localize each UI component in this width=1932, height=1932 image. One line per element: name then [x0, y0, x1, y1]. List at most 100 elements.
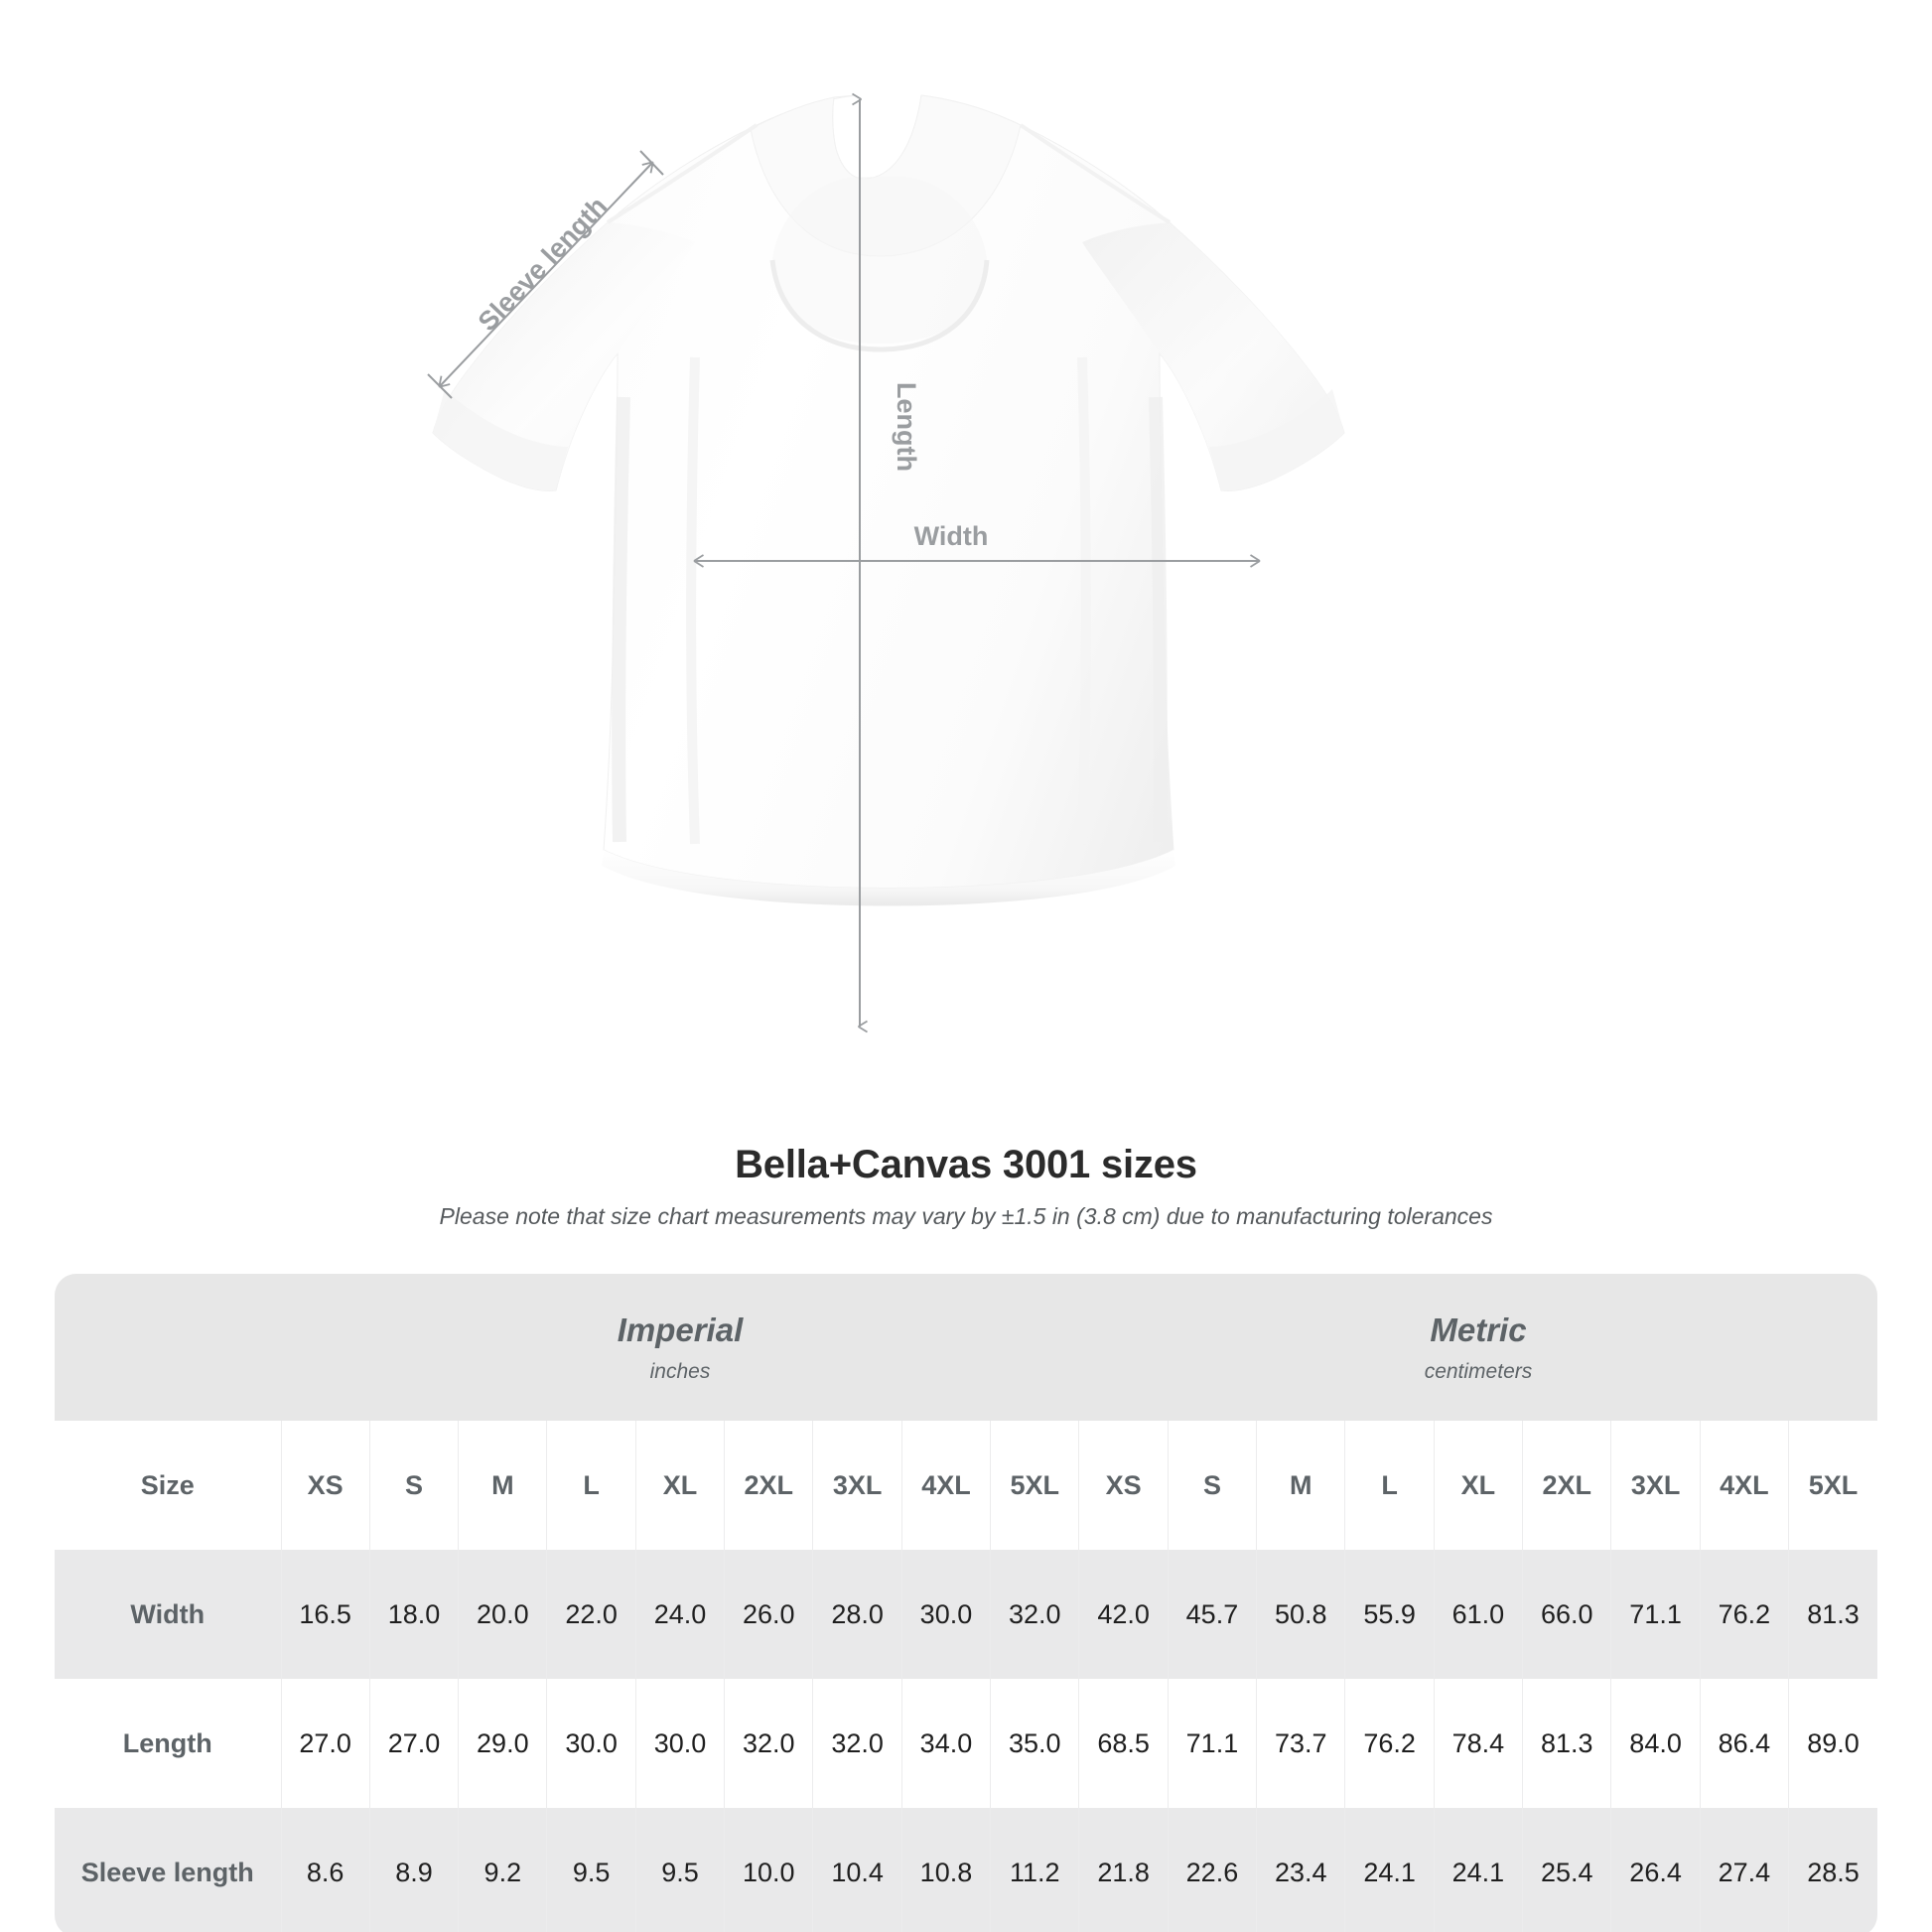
size-col-imperial-2xl: 2XL [724, 1421, 813, 1550]
cell-width-metric-3xl: 71.1 [1610, 1550, 1701, 1679]
cell-sleeve-imperial-m: 9.2 [458, 1808, 547, 1932]
cell-length-metric-4xl: 86.4 [1699, 1679, 1789, 1808]
cell-length-metric-xl: 78.4 [1433, 1679, 1523, 1808]
unit-sub-metric: centimeters [1424, 1359, 1533, 1383]
table-row: Length 27.0 27.0 29.0 30.0 30.0 32.0 32.… [55, 1679, 1877, 1808]
cell-length-imperial-xs: 27.0 [280, 1679, 370, 1808]
unit-name-metric: Metric [1430, 1311, 1527, 1349]
cell-width-metric-2xl: 66.0 [1522, 1550, 1611, 1679]
right-sleeve-hem [1209, 389, 1344, 491]
cell-sleeve-metric-4xl: 27.4 [1699, 1808, 1789, 1932]
cell-length-imperial-2xl: 32.0 [724, 1679, 813, 1808]
cell-width-metric-5xl: 81.3 [1788, 1550, 1877, 1679]
size-col-metric-xl: XL [1433, 1421, 1523, 1550]
cell-length-metric-l: 76.2 [1344, 1679, 1435, 1808]
size-col-imperial-l: L [546, 1421, 636, 1550]
unit-header-row: Imperial inches Metric centimeters [55, 1274, 1877, 1421]
cell-sleeve-metric-m: 23.4 [1256, 1808, 1345, 1932]
size-col-imperial-m: M [458, 1421, 547, 1550]
unit-name-imperial: Imperial [617, 1311, 744, 1349]
sleeve-length-arrow [438, 161, 654, 388]
size-col-imperial-s: S [368, 1421, 459, 1550]
unit-header-spacer [55, 1274, 281, 1421]
cell-length-imperial-4xl: 34.0 [900, 1679, 991, 1808]
size-col-imperial-xs: XS [280, 1421, 370, 1550]
cell-sleeve-metric-2xl: 25.4 [1522, 1808, 1611, 1932]
cell-sleeve-metric-s: 22.6 [1167, 1808, 1257, 1932]
page-subtitle: Please note that size chart measurements… [439, 1203, 1493, 1229]
size-col-metric-2xl: 2XL [1522, 1421, 1611, 1550]
cell-length-metric-3xl: 84.0 [1610, 1679, 1701, 1808]
row-label-sleeve-length: Sleeve length [55, 1808, 281, 1932]
cell-width-imperial-xs: 16.5 [280, 1550, 370, 1679]
cell-sleeve-imperial-4xl: 10.8 [900, 1808, 991, 1932]
cell-width-imperial-5xl: 32.0 [990, 1550, 1079, 1679]
cell-width-metric-xl: 61.0 [1433, 1550, 1523, 1679]
neck-opening [771, 177, 988, 344]
cell-length-metric-s: 71.1 [1167, 1679, 1257, 1808]
width-label: Width [914, 521, 989, 551]
cell-sleeve-imperial-5xl: 11.2 [990, 1808, 1079, 1932]
row-label-width: Width [55, 1550, 281, 1679]
chart-heading: Bella+Canvas 3001 sizes Please note that… [0, 1140, 1932, 1232]
cell-sleeve-metric-3xl: 26.4 [1610, 1808, 1701, 1932]
size-col-imperial-xl: XL [634, 1421, 725, 1550]
cell-width-imperial-2xl: 26.0 [724, 1550, 813, 1679]
size-col-metric-4xl: 4XL [1699, 1421, 1789, 1550]
width-annotation: Width [693, 521, 1261, 568]
cell-width-metric-4xl: 76.2 [1699, 1550, 1789, 1679]
tshirt-diagram: Sleeve length Length Width [427, 92, 1345, 1034]
size-col-metric-m: M [1256, 1421, 1345, 1550]
cell-sleeve-imperial-xs: 8.6 [280, 1808, 370, 1932]
size-col-imperial-3xl: 3XL [812, 1421, 902, 1550]
cell-width-imperial-s: 18.0 [368, 1550, 459, 1679]
cell-width-imperial-4xl: 30.0 [900, 1550, 991, 1679]
cell-sleeve-metric-xs: 21.8 [1078, 1808, 1169, 1932]
cell-sleeve-metric-xl: 24.1 [1433, 1808, 1523, 1932]
size-col-imperial-5xl: 5XL [990, 1421, 1079, 1550]
unit-sub-imperial: inches [649, 1359, 711, 1383]
cell-width-imperial-3xl: 28.0 [812, 1550, 902, 1679]
cell-length-metric-5xl: 89.0 [1788, 1679, 1877, 1808]
cell-width-imperial-l: 22.0 [546, 1550, 636, 1679]
cell-width-imperial-m: 20.0 [458, 1550, 547, 1679]
cell-sleeve-imperial-2xl: 10.0 [724, 1808, 813, 1932]
row-label-size: Size [55, 1421, 281, 1550]
size-col-metric-xs: XS [1078, 1421, 1169, 1550]
cell-length-metric-xs: 68.5 [1078, 1679, 1169, 1808]
cell-width-metric-l: 55.9 [1344, 1550, 1435, 1679]
unit-group-metric: Metric centimeters [1078, 1274, 1877, 1421]
cell-length-imperial-s: 27.0 [368, 1679, 459, 1808]
cell-length-imperial-xl: 30.0 [634, 1679, 725, 1808]
cell-sleeve-metric-5xl: 28.5 [1788, 1808, 1877, 1932]
cell-length-imperial-5xl: 35.0 [990, 1679, 1079, 1808]
table-row: Sleeve length 8.6 8.9 9.2 9.5 9.5 10.0 1… [55, 1808, 1877, 1932]
sleeve-tick-top [639, 150, 664, 176]
bottom-hem [602, 850, 1175, 906]
cell-width-metric-s: 45.7 [1167, 1550, 1257, 1679]
unit-group-imperial: Imperial inches [281, 1274, 1079, 1421]
row-label-length: Length [55, 1679, 281, 1808]
size-table: Imperial inches Metric centimeters Size … [55, 1274, 1877, 1932]
sleeve-tick-bottom [427, 373, 453, 399]
cell-width-imperial-xl: 24.0 [634, 1550, 725, 1679]
table-row: Width 16.5 18.0 20.0 22.0 24.0 26.0 28.0… [55, 1550, 1877, 1679]
size-col-metric-l: L [1344, 1421, 1435, 1550]
cell-length-metric-2xl: 81.3 [1522, 1679, 1611, 1808]
size-col-imperial-4xl: 4XL [900, 1421, 991, 1550]
left-sleeve-hem [433, 389, 568, 491]
cell-length-metric-m: 73.7 [1256, 1679, 1345, 1808]
tshirt-illustration [432, 94, 1345, 906]
cell-length-imperial-l: 30.0 [546, 1679, 636, 1808]
right-sleeve [1082, 222, 1344, 491]
cell-width-metric-xs: 42.0 [1078, 1550, 1169, 1679]
page-title: Bella+Canvas 3001 sizes [735, 1143, 1197, 1186]
cell-sleeve-imperial-3xl: 10.4 [812, 1808, 902, 1932]
length-label: Length [892, 382, 921, 472]
cell-length-imperial-m: 29.0 [458, 1679, 547, 1808]
cell-length-imperial-3xl: 32.0 [812, 1679, 902, 1808]
cell-sleeve-imperial-xl: 9.5 [634, 1808, 725, 1932]
size-col-metric-s: S [1167, 1421, 1257, 1550]
cell-sleeve-metric-l: 24.1 [1344, 1808, 1435, 1932]
